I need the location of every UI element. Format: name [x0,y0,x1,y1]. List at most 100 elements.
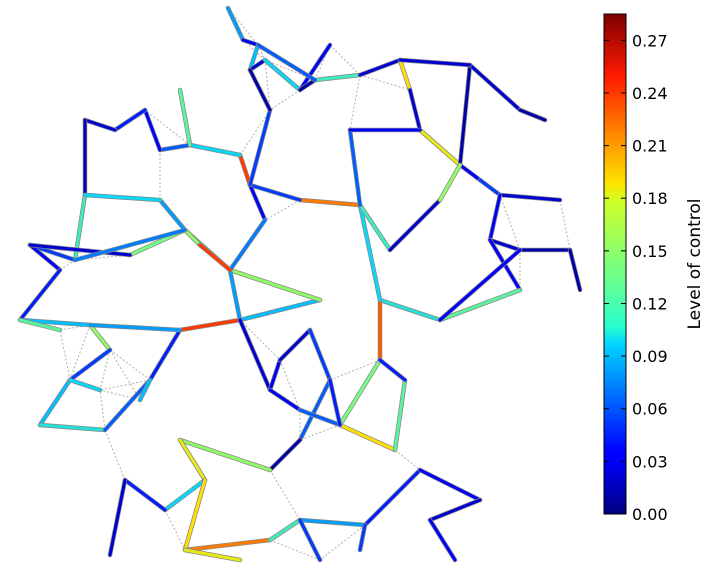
network-edge [438,248,522,322]
background-link [239,109,271,156]
colorbar-tick-label: 0.00 [632,505,668,524]
network-edge [238,153,252,187]
network-edge [358,58,402,77]
colorbar-tick-label: 0.24 [632,84,668,103]
network-edge [28,243,62,272]
network-edge [148,328,182,382]
network-edge [238,298,322,322]
network-edge [358,203,382,302]
network-edge [298,518,367,527]
colorbar-ticks: 0.00 0.03 0.06 0.09 0.12 0.15 0.18 0.21 0.24 0.27 [604,31,668,524]
network-edge [103,378,152,432]
background-link [164,509,186,551]
colorbar-tick-label: 0.09 [632,347,668,366]
background-link [319,524,366,561]
network-edge [268,388,302,412]
background-link [269,89,301,111]
network-edge [248,58,267,72]
background-link [109,349,141,401]
network-edge [388,198,442,252]
network-edge [163,478,207,512]
network-edge [478,178,502,197]
network-edge [68,378,102,392]
network-edge [498,193,562,202]
network-edge [308,328,332,382]
network-edge [88,323,182,332]
network-edge [143,108,162,152]
background-link [239,319,281,361]
network-edge [88,323,112,352]
network-edge [113,108,147,132]
network-edge [228,268,242,322]
network-edge [158,143,192,152]
colorbar-tick-label: 0.21 [632,137,668,156]
network-edge [263,58,302,92]
network-edge [178,438,272,472]
network-edge [393,378,407,452]
network-edge [278,328,312,362]
background-link [269,469,301,521]
colorbar-tick-label: 0.15 [632,242,668,261]
network-edge [438,288,522,322]
background-link [99,349,111,391]
network-edge [268,518,302,542]
network-edge [248,183,267,222]
network-edge [313,73,362,82]
background-link [104,429,126,481]
network-edge [18,318,62,332]
background-link [99,389,106,431]
background-link [499,194,521,251]
network-edge [438,163,462,202]
network-edge [108,478,127,557]
background-link [257,44,266,61]
colorbar-tick-label: 0.03 [632,452,668,471]
colorbar-gradient [603,13,627,515]
network-edge [298,518,322,562]
background-link [329,359,381,381]
network-edge [183,548,242,562]
network-edge [488,193,502,242]
network-edge [83,118,117,132]
network-edge [178,318,242,332]
background-link [349,74,361,131]
network-edge [518,108,547,122]
network-edge [363,468,422,527]
network-edges-layer [17,5,583,563]
background-link [59,259,76,271]
colorbar-tick-label: 0.27 [632,31,668,50]
network-edge [378,358,407,382]
network-edge [73,228,187,262]
network-edge [83,193,162,202]
network-edge [378,298,442,322]
network-edge [268,438,302,472]
colorbar-tick-label: 0.06 [632,400,668,419]
network-edge [298,378,332,442]
network-edge [38,423,107,432]
colorbar-tick-label: 0.12 [632,294,668,313]
background-link [59,329,71,381]
network-edge [188,143,242,157]
network-edge [428,518,457,562]
background-link [264,59,271,111]
network-edge [241,38,260,47]
network-edge [18,268,62,322]
network-edge [298,198,362,207]
network-edge [158,198,187,232]
network-edge [123,478,167,512]
network-edge [328,378,342,427]
network-edge [398,58,472,67]
network-edge [178,438,207,482]
background-link [269,539,321,561]
network-edge [408,88,422,132]
network-edge [398,58,412,92]
network-edge [248,68,272,112]
network-edge [338,423,397,452]
network-edge [298,408,342,427]
network-edge [418,468,482,502]
background-link [359,74,411,91]
network-edge [468,63,522,112]
network-edge [248,108,272,187]
network-edge [228,268,322,302]
network-edge [348,128,362,207]
network-edge [238,318,272,392]
